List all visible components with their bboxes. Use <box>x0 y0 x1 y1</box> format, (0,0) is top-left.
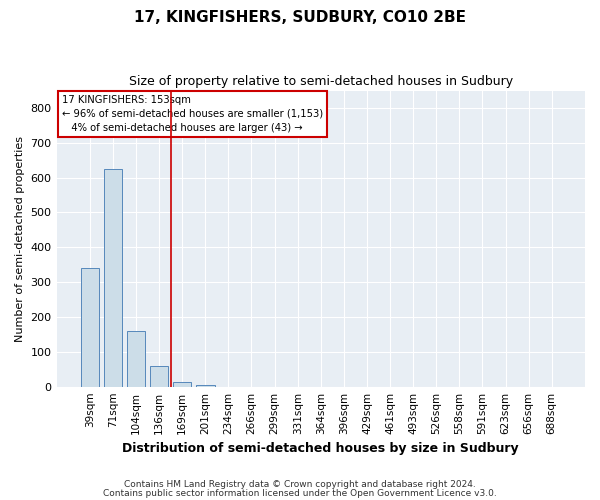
Text: Contains public sector information licensed under the Open Government Licence v3: Contains public sector information licen… <box>103 488 497 498</box>
Text: 17 KINGFISHERS: 153sqm
← 96% of semi-detached houses are smaller (1,153)
   4% o: 17 KINGFISHERS: 153sqm ← 96% of semi-det… <box>62 95 323 133</box>
Title: Size of property relative to semi-detached houses in Sudbury: Size of property relative to semi-detach… <box>129 75 513 88</box>
Bar <box>196 384 215 386</box>
Bar <box>173 382 191 386</box>
X-axis label: Distribution of semi-detached houses by size in Sudbury: Distribution of semi-detached houses by … <box>122 442 519 455</box>
Y-axis label: Number of semi-detached properties: Number of semi-detached properties <box>15 136 25 342</box>
Bar <box>150 366 169 386</box>
Bar <box>80 268 99 386</box>
Text: Contains HM Land Registry data © Crown copyright and database right 2024.: Contains HM Land Registry data © Crown c… <box>124 480 476 489</box>
Text: 17, KINGFISHERS, SUDBURY, CO10 2BE: 17, KINGFISHERS, SUDBURY, CO10 2BE <box>134 10 466 25</box>
Bar <box>104 169 122 386</box>
Bar <box>127 331 145 386</box>
